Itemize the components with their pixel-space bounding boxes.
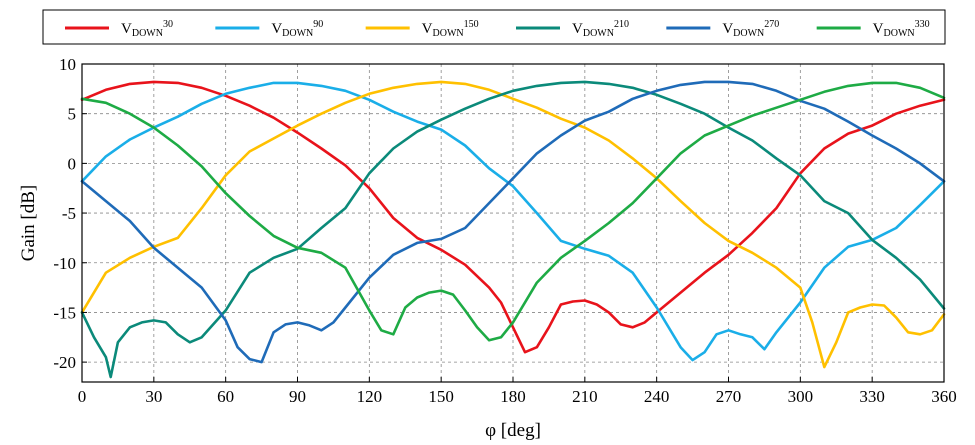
legend-label-150: VDOWN150 — [422, 19, 479, 39]
legend: VDOWN30 VDOWN90 VDOWN150 VDOWN210 VDOWN270 VD… — [42, 9, 946, 45]
legend-label-330: VDOWN330 — [873, 19, 930, 39]
y-tick-label-2: -10 — [53, 254, 76, 273]
y-tick-label-1: -15 — [53, 303, 76, 322]
y-axis-label: Gain [dB] — [18, 185, 39, 262]
series-line-30 — [80, 80, 946, 354]
y-tick-label-3: -5 — [62, 204, 76, 223]
x-tick-label-6: 180 — [500, 387, 526, 406]
legend-label-270: VDOWN270 — [722, 19, 779, 39]
y-tick-label-5: 5 — [68, 105, 77, 124]
x-tick-label-8: 240 — [644, 387, 670, 406]
x-tick-label-3: 90 — [289, 387, 306, 406]
legend-label-90: VDOWN90 — [271, 19, 323, 39]
x-axis-label: φ [deg] — [485, 420, 541, 441]
x-tick-label-11: 330 — [859, 387, 885, 406]
x-tick-label-1: 30 — [145, 387, 162, 406]
x-tick-labels: 0 30 60 90 120 150 180 210 240 270 300 330 360 — [78, 377, 957, 406]
series-line-210 — [80, 80, 946, 379]
series-line-330 — [80, 81, 946, 342]
series-line-150 — [80, 80, 946, 369]
x-tick-label-10: 300 — [788, 387, 814, 406]
y-tick-label-4: 0 — [68, 154, 77, 173]
legend-box — [42, 9, 946, 45]
x-tick-label-2: 60 — [217, 387, 234, 406]
x-tick-label-7: 210 — [572, 387, 598, 406]
x-tick-label-12: 360 — [931, 387, 957, 406]
x-tick-label-5: 150 — [428, 387, 454, 406]
series-lines — [80, 80, 946, 379]
y-tick-labels: -20 -15 -10 -5 0 5 10 — [53, 55, 87, 372]
legend-label-210: VDOWN210 — [572, 19, 629, 39]
series-line-270 — [80, 80, 946, 364]
series-line-90 — [80, 81, 946, 362]
y-tick-label-0: -20 — [53, 353, 76, 372]
legend-label-30: VDOWN30 — [121, 19, 173, 39]
x-tick-label-4: 120 — [357, 387, 383, 406]
x-tick-label-0: 0 — [78, 387, 87, 406]
y-tick-label-6: 10 — [59, 55, 76, 74]
x-tick-label-9: 270 — [716, 387, 742, 406]
